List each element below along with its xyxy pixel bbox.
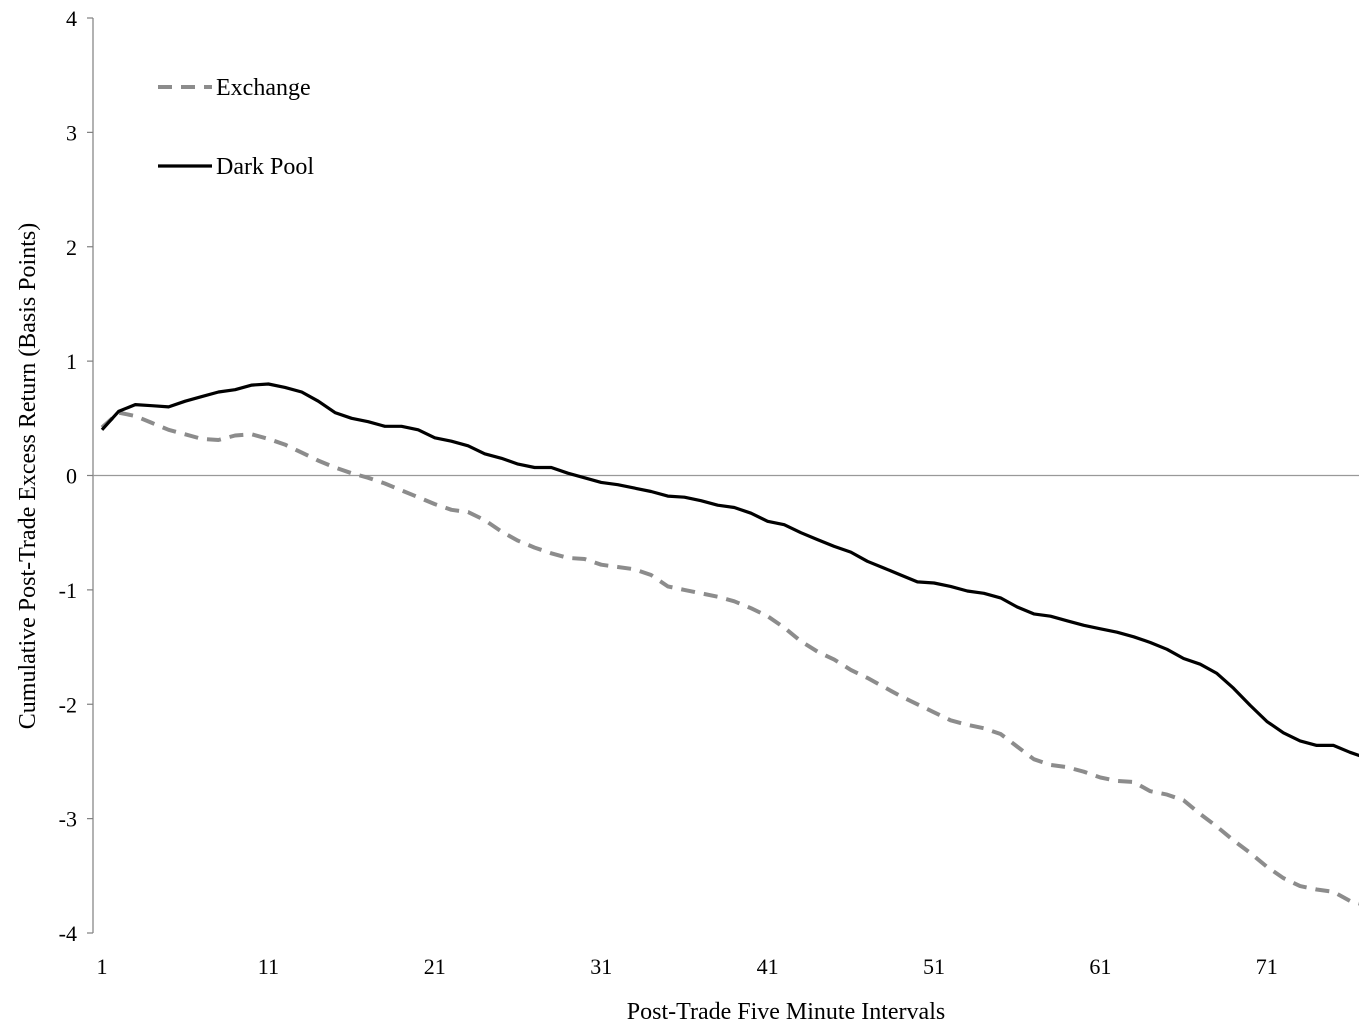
y-tick-label: -2 (59, 692, 77, 717)
y-tick-label: 1 (66, 349, 77, 374)
x-tick-label: 61 (1089, 954, 1111, 979)
series-line-dark-pool (100, 382, 1359, 758)
series-line-exchange (100, 410, 1359, 906)
y-tick-label: 2 (66, 235, 77, 260)
x-tick-label: 71 (1256, 954, 1278, 979)
y-tick-label: 0 (66, 464, 77, 489)
y-tick-label: 3 (66, 120, 77, 145)
x-tick-label: 41 (757, 954, 779, 979)
series-lines (100, 382, 1359, 906)
x-tick-label: 51 (923, 954, 945, 979)
x-axis: 1 11 21 31 41 51 61 71 (97, 954, 1278, 979)
x-tick-label: 21 (424, 954, 446, 979)
x-tick-label: 11 (258, 954, 279, 979)
x-tick-label: 31 (590, 954, 612, 979)
legend-label-dark-pool: Dark Pool (216, 154, 314, 180)
legend: Exchange Dark Pool (158, 75, 314, 180)
x-tick-label: 1 (97, 954, 108, 979)
y-tick-label: -3 (59, 807, 77, 832)
y-tick-label: -4 (59, 921, 77, 946)
y-tick-label: 4 (66, 6, 77, 31)
y-axis: 4 3 2 1 0 -1 -2 -3 -4 (59, 6, 1359, 946)
y-tick-label: -1 (59, 578, 77, 603)
legend-label-exchange: Exchange (216, 75, 311, 101)
y-axis-title: Cumulative Post-Trade Excess Return (Bas… (15, 223, 41, 729)
x-axis-title: Post-Trade Five Minute Intervals (627, 999, 945, 1025)
